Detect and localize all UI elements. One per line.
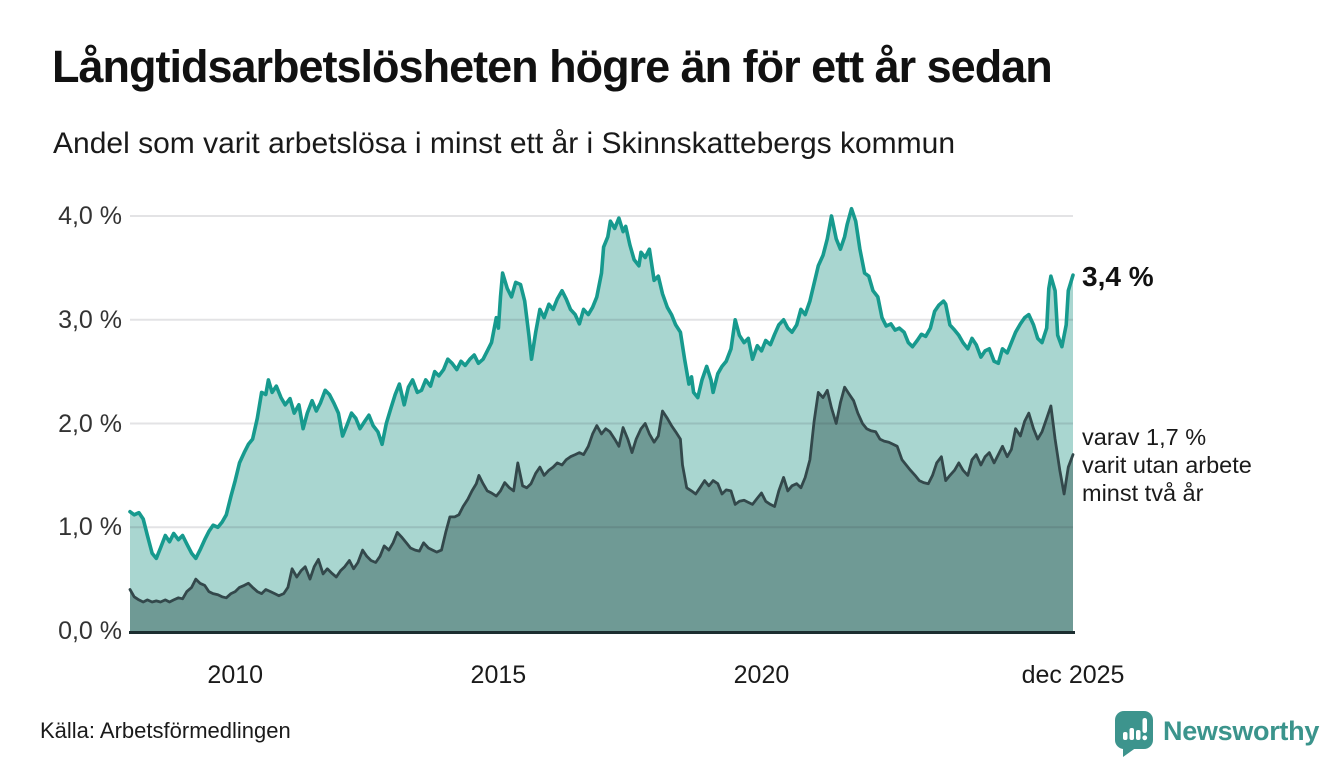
annotation-series2: varav 1,7 % varit utan arbete minst två … <box>1082 423 1252 507</box>
x-axis-labels: 2010 2015 2020 dec 2025 <box>0 661 1340 693</box>
page-title: Långtidsarbetslösheten högre än för ett … <box>52 41 1053 92</box>
annotation-series2-line2: varit utan arbete <box>1082 452 1252 478</box>
newsworthy-logo: Newsworthy <box>1114 710 1319 763</box>
y-tick-label: 2,0 % <box>58 409 122 438</box>
annotation-series2-line1: varav 1,7 % <box>1082 424 1207 450</box>
newsworthy-logo-icon <box>1114 710 1154 763</box>
x-tick-label: 2020 <box>733 661 790 689</box>
y-tick-label: 4,0 % <box>58 202 122 230</box>
y-tick-label: 0,0 % <box>58 617 122 645</box>
page-subtitle: Andel som varit arbetslösa i minst ett å… <box>53 127 956 160</box>
y-tick-label: 3,0 % <box>58 305 122 334</box>
newsworthy-logo-text: Newsworthy <box>1163 716 1320 746</box>
x-tick-label: dec 2025 <box>1021 661 1125 689</box>
annotation-latest-value: 3,4 % <box>1082 261 1154 292</box>
x-tick-label: 2015 <box>470 661 527 689</box>
y-tick-label: 1,0 % <box>58 513 122 542</box>
x-tick-label: 2010 <box>207 661 264 689</box>
source-note: Källa: Arbetsförmedlingen <box>40 718 291 743</box>
y-axis-labels: 0,0 % 1,0 % 2,0 % 3,0 % 4,0 % <box>0 0 123 780</box>
annotation-series2-line3: minst två år <box>1082 480 1204 506</box>
